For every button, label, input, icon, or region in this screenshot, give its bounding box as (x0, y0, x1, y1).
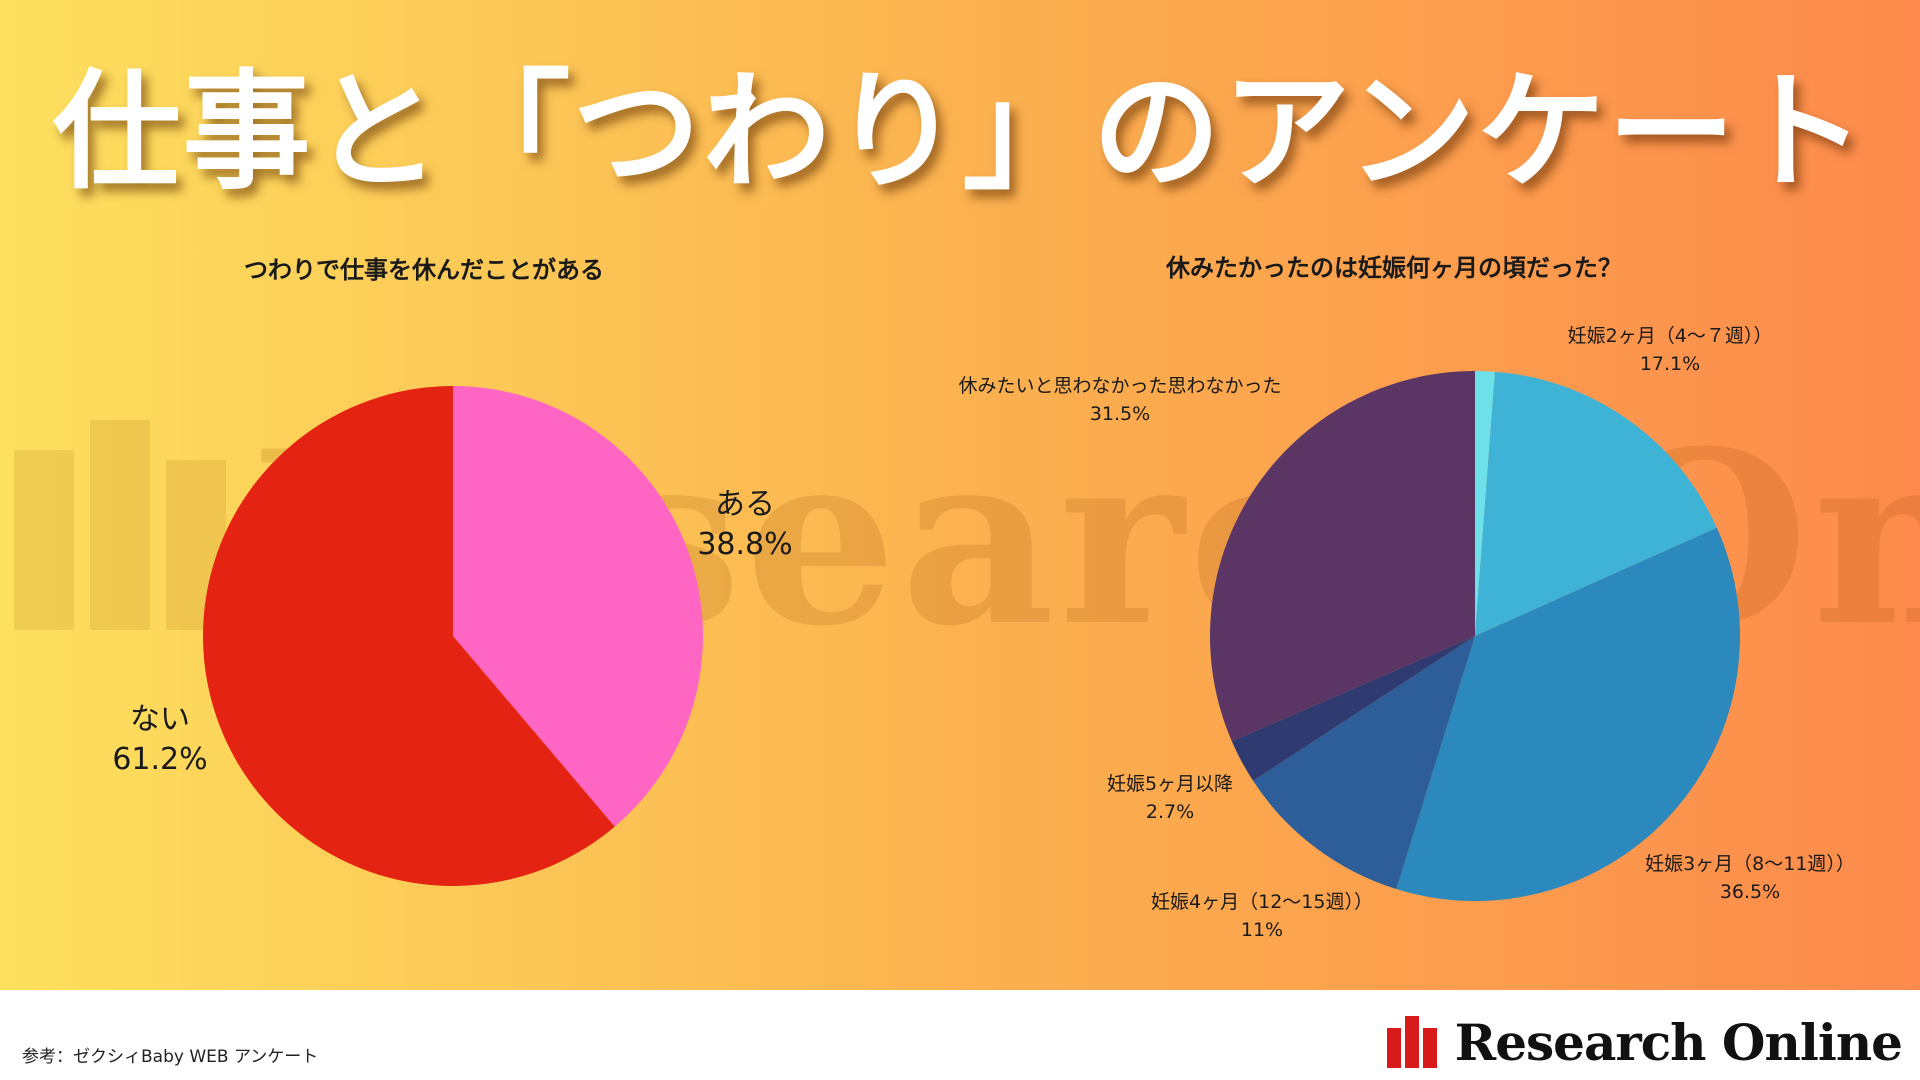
slice-value: 38.8% (697, 527, 793, 562)
pie-2-slice-0 (1475, 371, 1495, 636)
slice-label-month3: 妊娠3ヶ月（8〜11週）） 36.5% (1645, 850, 1855, 906)
slice-value: 2.7% (1145, 801, 1195, 823)
slice-value: 17.1% (1639, 353, 1701, 375)
slice-label-nai: ない 61.2% (112, 700, 207, 780)
slice-label-month2: 妊娠2ヶ月（4〜７週）） 17.1% (1568, 322, 1773, 378)
slice-name: 妊娠4ヶ月（12〜15週）） (1151, 891, 1373, 913)
slice-label-month5: 妊娠5ヶ月以降 2.7% (1107, 770, 1233, 826)
slice-value: 61.2% (112, 742, 208, 777)
slice-value: 11% (1240, 919, 1284, 941)
slice-name: ない (130, 702, 190, 737)
slice-label-month4: 妊娠4ヶ月（12〜15週）） 11% (1151, 888, 1373, 944)
pie-charts (203, 370, 1741, 902)
chart-1-title: つわりで仕事を休んだことがある (244, 256, 604, 284)
pie-2-slice-1 (1475, 371, 1717, 636)
main-title: 仕事と「つわり」のアンケート (52, 58, 1868, 207)
research-online-logo[interactable]: Research Online (1386, 1012, 1903, 1072)
source-note: 参考：ゼクシィBaby WEB アンケート (22, 1047, 319, 1067)
slice-name: ある (715, 487, 775, 522)
pie-2-slice-5 (1210, 370, 1475, 742)
slice-label-none: 休みたいと思わなかった思わなかった 31.5% (958, 372, 1281, 428)
slice-value: 36.5% (1719, 881, 1781, 903)
slice-label-aru: ある 38.8% (697, 485, 792, 565)
slice-name: 妊娠3ヶ月（8〜11週）） (1645, 853, 1855, 875)
pie-1-slice-1 (203, 386, 615, 887)
slice-value: 31.5% (1089, 403, 1151, 425)
banner-background: Research Online 仕事と「つわり」のアンケート つわりで仕事を休ん… (0, 0, 1920, 990)
pie-2-slice-3 (1253, 636, 1475, 890)
slice-name: 妊娠5ヶ月以降 (1106, 773, 1234, 795)
pie-2-slice-4 (1231, 636, 1475, 781)
logo-text: Research Online (1454, 1012, 1903, 1072)
chart-2-title: 休みたかったのは妊娠何ヶ月の頃だった？ (1166, 254, 1622, 282)
pie-1-slice-0 (453, 386, 704, 827)
logo-mark-icon (1386, 1016, 1445, 1068)
slice-name: 休みたいと思わなかった思わなかった (958, 375, 1282, 397)
pie-2-slice-2 (1396, 527, 1741, 902)
slice-name: 妊娠2ヶ月（4〜７週）） (1567, 325, 1773, 347)
